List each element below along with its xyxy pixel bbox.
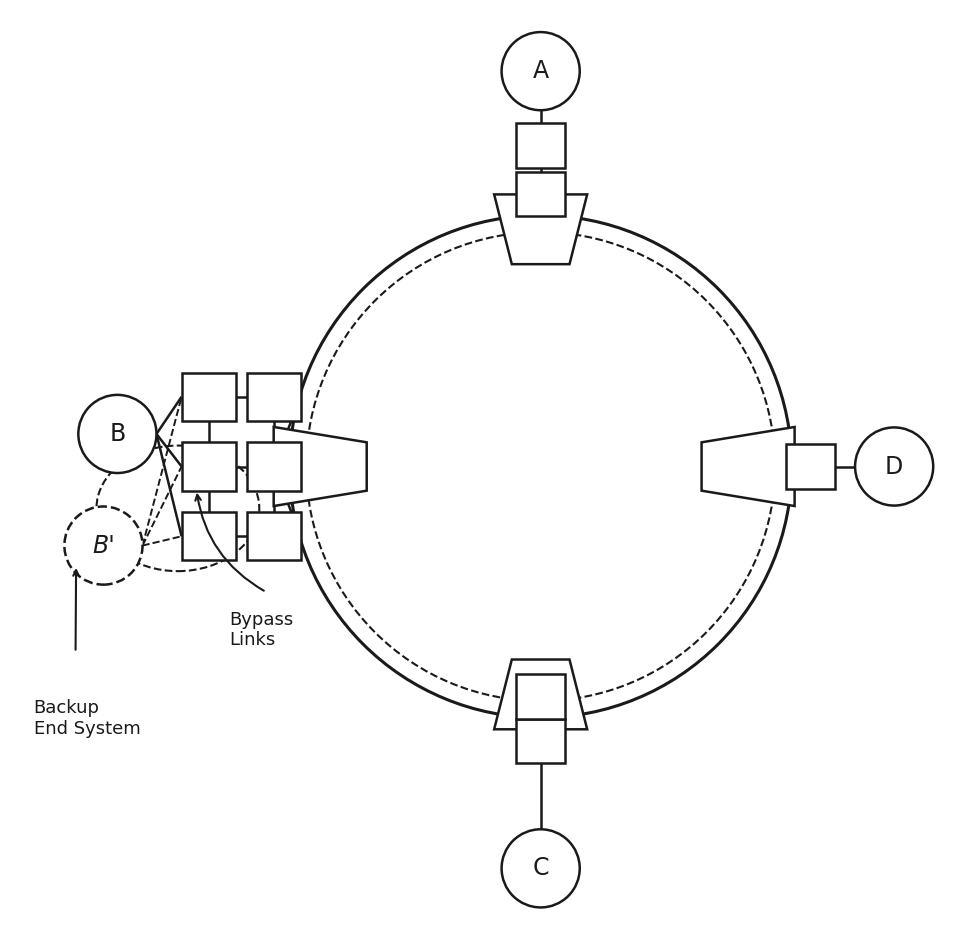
Circle shape	[854, 427, 932, 506]
Bar	[516, 718, 564, 763]
Circle shape	[65, 507, 143, 585]
Bar	[785, 444, 834, 489]
Circle shape	[501, 32, 579, 110]
Text: Backup
End System: Backup End System	[33, 699, 140, 738]
Text: Bypass
Links: Bypass Links	[229, 611, 293, 649]
Bar	[181, 442, 236, 491]
Bar	[246, 442, 300, 491]
Bar	[246, 372, 300, 421]
Bar	[181, 372, 236, 421]
Circle shape	[501, 829, 579, 908]
Circle shape	[78, 395, 156, 473]
Bar	[516, 674, 564, 718]
Bar	[516, 123, 564, 168]
Text: A: A	[532, 59, 548, 83]
Text: B': B'	[92, 534, 114, 558]
Text: C: C	[532, 856, 549, 881]
Polygon shape	[494, 194, 587, 264]
Polygon shape	[274, 427, 367, 506]
Text: B: B	[110, 422, 125, 446]
Text: D: D	[884, 454, 903, 479]
Bar	[181, 512, 236, 561]
Polygon shape	[701, 427, 794, 506]
Bar	[246, 512, 300, 561]
Polygon shape	[494, 660, 587, 730]
Bar	[516, 172, 564, 216]
